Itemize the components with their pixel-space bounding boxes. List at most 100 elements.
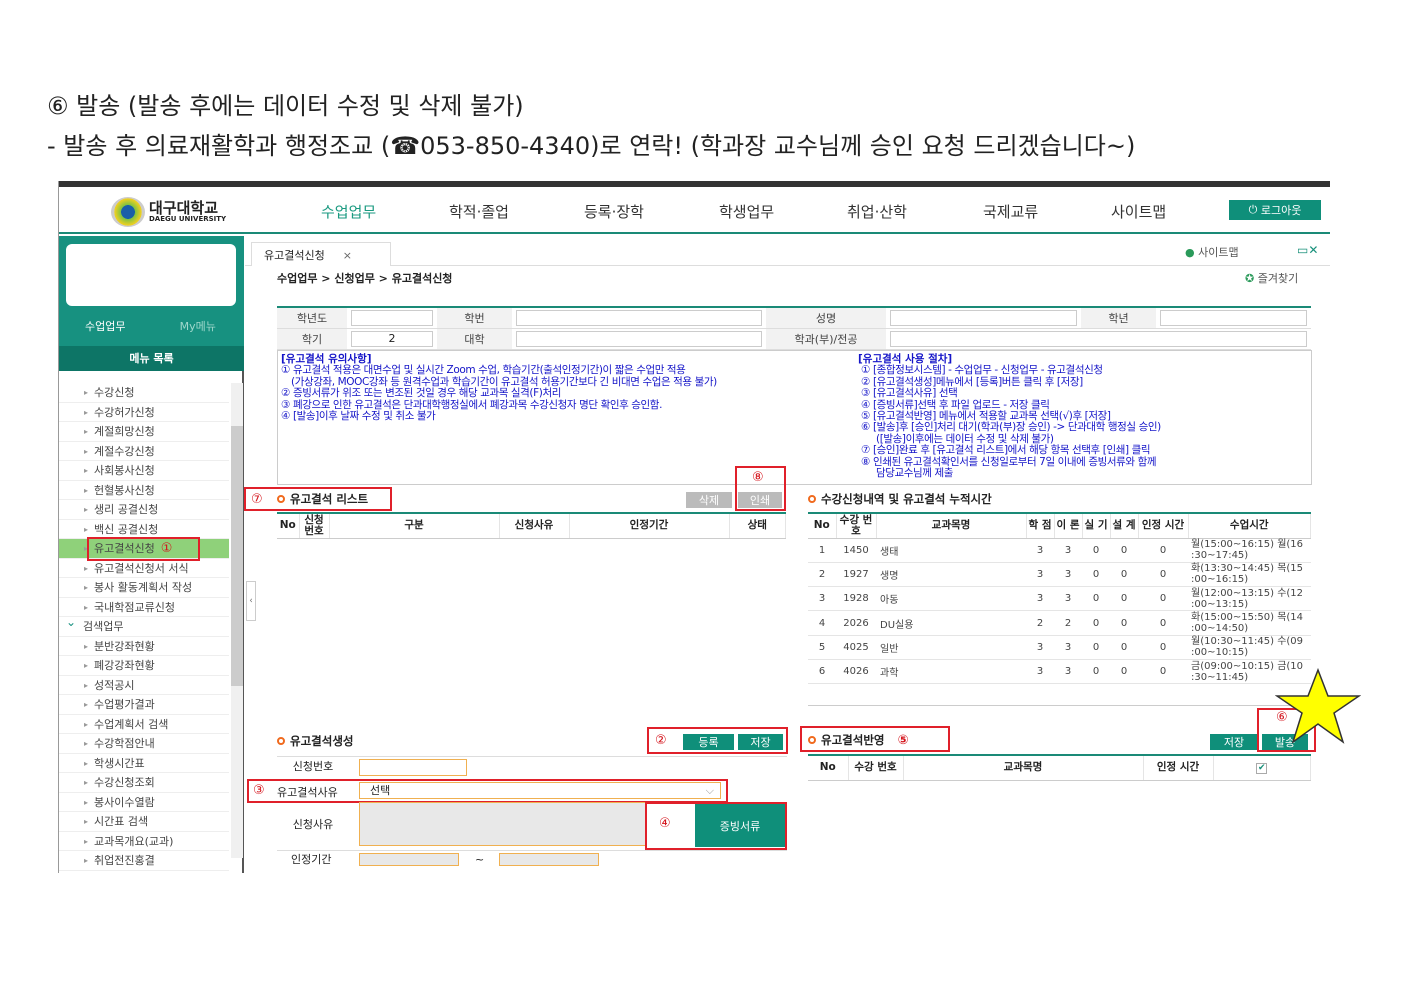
logo-subtext: DAEGU UNIVERSITY (149, 215, 227, 223)
course-row[interactable]: 3 1928 아동 3 3 0 0 0 월(12:00~13:15) 수(12 :00~13:1… (808, 586, 1311, 612)
course-cell: 2026 (836, 610, 876, 636)
name-field[interactable] (890, 310, 1077, 326)
marker-7: ⑦ (251, 492, 263, 507)
collapse-left-icon[interactable]: ‹ (246, 581, 256, 621)
sidebar-item[interactable]: 계절수강신청 (59, 442, 229, 461)
sidebar-item[interactable]: 사회봉사신청 (59, 461, 229, 481)
sidebar-item[interactable]: 계절희망신청 (59, 422, 229, 442)
logout-button[interactable]: ⏻ 로그아웃 (1229, 200, 1321, 220)
course-row[interactable]: 6 4026 과학 3 3 0 0 0 금(09:00~10:15) 금(10 :30~11:4… (808, 659, 1311, 685)
logo[interactable]: 대구대학교 DAEGU UNIVERSITY (111, 197, 226, 227)
select-all-checkbox[interactable]: ✔ (1213, 755, 1311, 781)
list-column-header: No (277, 513, 300, 539)
sidebar-item[interactable]: 학생시간표 (59, 754, 229, 773)
sitemap-link[interactable]: ● 사이트맵 (1185, 244, 1239, 260)
sidebar-item[interactable]: 수강신청조회 (59, 773, 229, 793)
apply-title-text: 유고결석반영 (821, 733, 885, 747)
sidebar-item[interactable]: 봉사 활동계획서 작성 (59, 578, 229, 598)
sidebar-tab-mymenu[interactable]: My메뉴 (179, 320, 216, 333)
course-cell: 0 (1082, 538, 1110, 563)
sidebar-item[interactable]: 취업전진홍결 (59, 851, 229, 871)
nav-employment[interactable]: 취업·산학 (847, 203, 907, 221)
notice-left: [유고결석 유의사항] ① 유고결석 적용은 대면수업 및 실시간 Zoom 수업… (281, 353, 856, 423)
notice-left-line: ③ 폐강으로 인한 유고결석은 단과대학행정실에서 폐강과목 수강신청자 명단 … (281, 398, 663, 411)
period-start-field[interactable] (359, 853, 459, 866)
sidebar-item[interactable]: 유고결석신청서 서식 (59, 559, 229, 578)
course-row[interactable]: 1 1450 생태 3 3 0 0 0 월(15:00~16:15) 월(16 :30~17:4… (808, 538, 1311, 563)
sidebar-item[interactable]: 국내학점교류신청 (59, 598, 229, 617)
id-field[interactable] (516, 310, 762, 326)
course-row[interactable]: 4 2026 DU실용 2 2 0 0 0 화(15:00~15:50) 목(14 :00~14… (808, 610, 1311, 636)
sidebar-item[interactable]: 수강학점안내 (59, 734, 229, 754)
course-cell: 0 (1082, 659, 1110, 685)
notice-left-line: ④ [발송]이후 날짜 수정 및 취소 불가 (281, 410, 436, 423)
term-field[interactable]: 2 (351, 331, 433, 347)
detail-textarea[interactable] (359, 802, 647, 846)
course-cell: 금(09:00~10:15) 금(10 :30~11:45) (1188, 659, 1311, 685)
sidebar-item[interactable]: 생리 공결신청 (59, 500, 229, 520)
print-button[interactable]: 인쇄 (738, 492, 782, 508)
year-field[interactable] (351, 310, 433, 326)
label-college: 대학 (437, 328, 512, 350)
sidebar-item[interactable]: 폐강강좌현황 (59, 656, 229, 676)
course-cell: 4 (808, 610, 836, 636)
course-row[interactable]: 5 4025 일반 3 3 0 0 0 월(10:30~11:45) 수(09 :00~10:1… (808, 635, 1311, 660)
college-field[interactable] (516, 331, 762, 347)
sidebar-item[interactable]: 수강신청 (59, 383, 229, 403)
sidebar-item[interactable]: 수업계획서 검색 (59, 715, 229, 734)
course-cell: 6 (808, 659, 836, 685)
notice-right-line: 담당교수님께 제출 (876, 467, 954, 480)
sidebar-item[interactable]: 분반강좌현황 (59, 637, 229, 656)
course-cell: 0 (1082, 610, 1110, 636)
favorites-label: 즐겨찾기 (1257, 272, 1299, 285)
course-column-header: 교과목명 (876, 513, 1027, 539)
register-button[interactable]: 등록 (683, 734, 734, 750)
notice-left-line: ① 유고결석 적용은 대면수업 및 실시간 Zoom 수업, 학습기간(출석인정… (281, 364, 686, 377)
dept-field[interactable] (890, 331, 1307, 347)
nav-registration[interactable]: 등록·장학 (584, 203, 644, 221)
course-cell: 0 (1110, 562, 1138, 588)
course-cell: 0 (1110, 538, 1138, 563)
marker-2: ② (655, 733, 667, 748)
sidebar-item[interactable]: 봉사이수열람 (59, 793, 229, 812)
sidebar-item[interactable]: 성적공시 (59, 676, 229, 695)
grade-field[interactable] (1160, 310, 1307, 326)
sidebar-scroll-thumb[interactable] (231, 426, 243, 686)
request-no-field[interactable] (359, 759, 467, 776)
bullet-icon (808, 736, 816, 744)
sidebar-item[interactable]: 수강허가신청 (59, 403, 229, 422)
notice-right-line: ② [유고결석생성]메뉴에서 [등록]버튼 클릭 후 [저장] (861, 375, 1083, 388)
close-icon[interactable]: × (342, 249, 352, 262)
nav-sitemap[interactable]: 사이트맵 (1111, 203, 1167, 221)
apply-save-button[interactable]: 저장 (1210, 734, 1258, 750)
period-end-field[interactable] (499, 853, 599, 866)
nav-international[interactable]: 국제교류 (983, 203, 1039, 221)
sidebar-item[interactable]: 헌혈봉사신청 (59, 481, 229, 500)
marker-6: ⑥ (1276, 710, 1288, 725)
sidebar-item[interactable]: 교과목개요(교과) (59, 832, 229, 851)
nav-student[interactable]: 학생업무 (719, 203, 775, 221)
nav-class[interactable]: 수업업무 (321, 203, 377, 221)
nav-academic[interactable]: 학적·졸업 (449, 203, 509, 221)
course-cell: 1928 (836, 586, 876, 612)
reason-select[interactable]: 선택 ⌵ (359, 782, 721, 799)
apply-column-header: 수강 번호 (848, 755, 904, 781)
sidebar-item[interactable]: 수업평가결과 (59, 695, 229, 715)
course-row[interactable]: 2 1927 생명 3 3 0 0 0 화(13:30~14:45) 목(15 :00~16:1… (808, 562, 1311, 588)
sidebar-top: 수업업무 My메뉴 메뉴 목록 (59, 236, 244, 371)
save-button[interactable]: 저장 (738, 734, 783, 750)
marker-8: ⑧ (752, 470, 764, 485)
checkmark-icon: ✔ (1256, 762, 1268, 774)
sidebar-item[interactable]: 검색업무 (59, 617, 229, 637)
tab-absence[interactable]: 유고결석신청 × (251, 242, 391, 266)
university-seal-icon (111, 197, 145, 227)
document-button[interactable]: 증빙서류 (695, 804, 785, 847)
favorites-link[interactable]: ✪ 즐겨찾기 (1245, 270, 1298, 286)
sidebar-tab-class[interactable]: 수업업무 (85, 320, 126, 333)
course-cell: 일반 (876, 635, 1026, 660)
sidebar-item[interactable]: 시간표 검색 (59, 812, 229, 832)
delete-button[interactable]: 삭제 (686, 492, 732, 508)
notice-right-line: ([발송]이후에는 데이터 수정 및 삭제 불가) (876, 432, 1054, 445)
apply-table: No 수강 번호 교과목명 인정 시간 ✔ (808, 754, 1311, 781)
window-close-icon[interactable]: ▭✕ (1297, 243, 1319, 257)
